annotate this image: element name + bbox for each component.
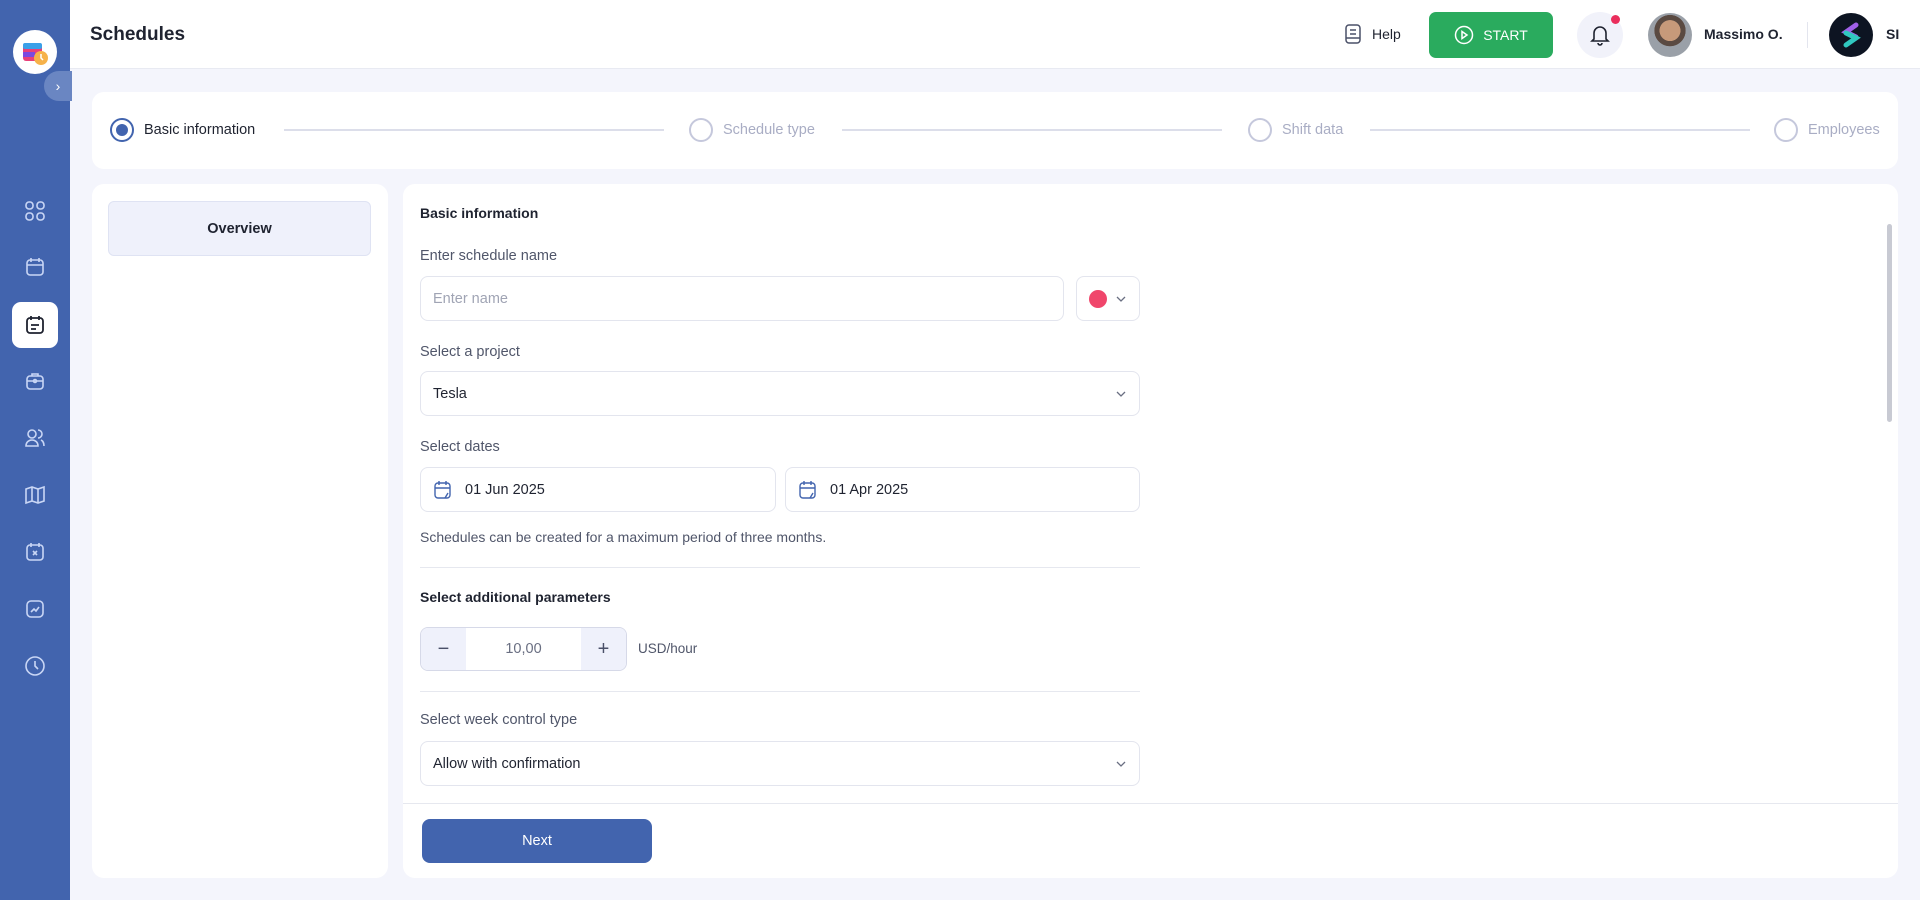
help-button[interactable]: Help xyxy=(1344,24,1401,44)
expand-sidebar-button[interactable]: › xyxy=(44,71,72,101)
rate-unit: USD/hour xyxy=(638,641,698,656)
page-title: Schedules xyxy=(90,24,186,45)
stepper: Basic information Schedule type Shift da… xyxy=(92,92,1898,169)
step-label: Basic information xyxy=(144,122,256,138)
dates-label: Select dates xyxy=(420,439,500,455)
increment-button[interactable]: + xyxy=(581,628,626,670)
start-date-input[interactable]: 01 Jun 2025 xyxy=(420,467,776,512)
app-logo[interactable] xyxy=(13,30,57,74)
divider xyxy=(1807,22,1808,48)
name-placeholder: Enter name xyxy=(433,290,508,307)
org-name[interactable]: SI xyxy=(1886,26,1900,42)
user-name[interactable]: Massimo O. xyxy=(1704,26,1783,42)
params-title: Select additional parameters xyxy=(420,589,611,605)
schedule-icon xyxy=(26,316,44,334)
step-employees[interactable]: Employees xyxy=(1774,118,1880,142)
project-value: Tesla xyxy=(433,385,467,402)
nav-map[interactable] xyxy=(12,472,58,518)
step-label: Shift data xyxy=(1282,122,1344,138)
nav-calendar[interactable] xyxy=(12,244,58,290)
left-panel: Overview xyxy=(92,184,388,878)
decrement-button[interactable]: − xyxy=(421,628,466,670)
nav-dashboard[interactable] xyxy=(12,188,58,234)
rate-input[interactable]: 10,00 xyxy=(505,641,542,657)
chevron-down-icon xyxy=(1116,391,1126,397)
step-shift-data[interactable]: Shift data xyxy=(1248,118,1343,142)
user-avatar[interactable] xyxy=(1648,13,1692,57)
end-date-input[interactable]: 01 Apr 2025 xyxy=(785,467,1140,512)
chevron-down-icon xyxy=(1116,296,1126,302)
step-connector xyxy=(842,129,1222,131)
start-label: START xyxy=(1483,27,1528,43)
step-radio xyxy=(1774,118,1798,142)
nav-reports[interactable] xyxy=(12,586,58,632)
s-logo-icon xyxy=(1841,22,1861,48)
nav-schedules[interactable] xyxy=(12,302,58,348)
start-date-value: 01 Jun 2025 xyxy=(465,481,545,498)
nav-time[interactable] xyxy=(12,643,58,689)
color-picker[interactable] xyxy=(1076,276,1140,321)
nav-projects[interactable] xyxy=(12,358,58,404)
name-label: Enter schedule name xyxy=(420,248,558,264)
color-swatch xyxy=(1089,289,1107,308)
step-label: Employees xyxy=(1808,122,1880,138)
sidebar: › xyxy=(0,0,72,900)
calendar-x-icon xyxy=(26,543,44,561)
footer-divider xyxy=(403,803,1898,804)
grid-icon xyxy=(25,201,45,221)
step-connector xyxy=(1370,129,1750,131)
week-control-label: Select week control type xyxy=(420,712,578,728)
dates-hint: Schedules can be created for a maximum p… xyxy=(420,529,827,545)
top-header: Schedules Help START Massimo O. SI xyxy=(70,0,1920,69)
section-title: Basic information xyxy=(420,205,539,221)
help-label: Help xyxy=(1372,26,1401,42)
bell-icon xyxy=(1590,26,1610,46)
step-radio xyxy=(1248,118,1272,142)
step-radio xyxy=(689,118,713,142)
chart-icon xyxy=(26,600,44,618)
schedule-name-input[interactable]: Enter name xyxy=(420,276,1064,321)
rate-stepper: − 10,00 + xyxy=(420,627,627,671)
week-control-value: Allow with confirmation xyxy=(433,755,581,772)
chevron-down-icon xyxy=(1116,761,1126,767)
week-control-select[interactable]: Allow with confirmation xyxy=(420,741,1140,786)
project-label: Select a project xyxy=(420,344,520,360)
briefcase-icon xyxy=(26,373,44,390)
clock-icon xyxy=(25,656,45,676)
calendar-edit-icon xyxy=(434,480,451,499)
step-basic-information[interactable]: Basic information xyxy=(110,118,255,142)
form-panel: Basic information Enter schedule name En… xyxy=(403,184,1898,878)
calendar-icon xyxy=(26,258,44,276)
notification-badge xyxy=(1611,15,1620,24)
step-label: Schedule type xyxy=(723,122,815,138)
next-button[interactable]: Next xyxy=(422,819,652,863)
end-date-value: 01 Apr 2025 xyxy=(830,481,909,498)
overview-button[interactable]: Overview xyxy=(108,201,371,256)
book-icon xyxy=(1345,24,1361,44)
users-icon xyxy=(25,429,45,447)
step-schedule-type[interactable]: Schedule type xyxy=(689,118,815,142)
divider xyxy=(420,691,1140,692)
play-icon xyxy=(1454,25,1474,45)
step-radio xyxy=(110,118,134,142)
project-select[interactable]: Tesla xyxy=(420,371,1140,416)
map-icon xyxy=(25,485,45,505)
start-button[interactable]: START xyxy=(1429,12,1553,58)
calendar-clock-logo-icon xyxy=(23,43,48,65)
step-connector xyxy=(284,129,664,131)
org-logo[interactable] xyxy=(1829,13,1873,57)
nav-absences[interactable] xyxy=(12,529,58,575)
nav-users[interactable] xyxy=(12,415,58,461)
calendar-edit-icon xyxy=(799,480,816,499)
scrollbar[interactable] xyxy=(1887,224,1892,422)
divider xyxy=(420,567,1140,568)
